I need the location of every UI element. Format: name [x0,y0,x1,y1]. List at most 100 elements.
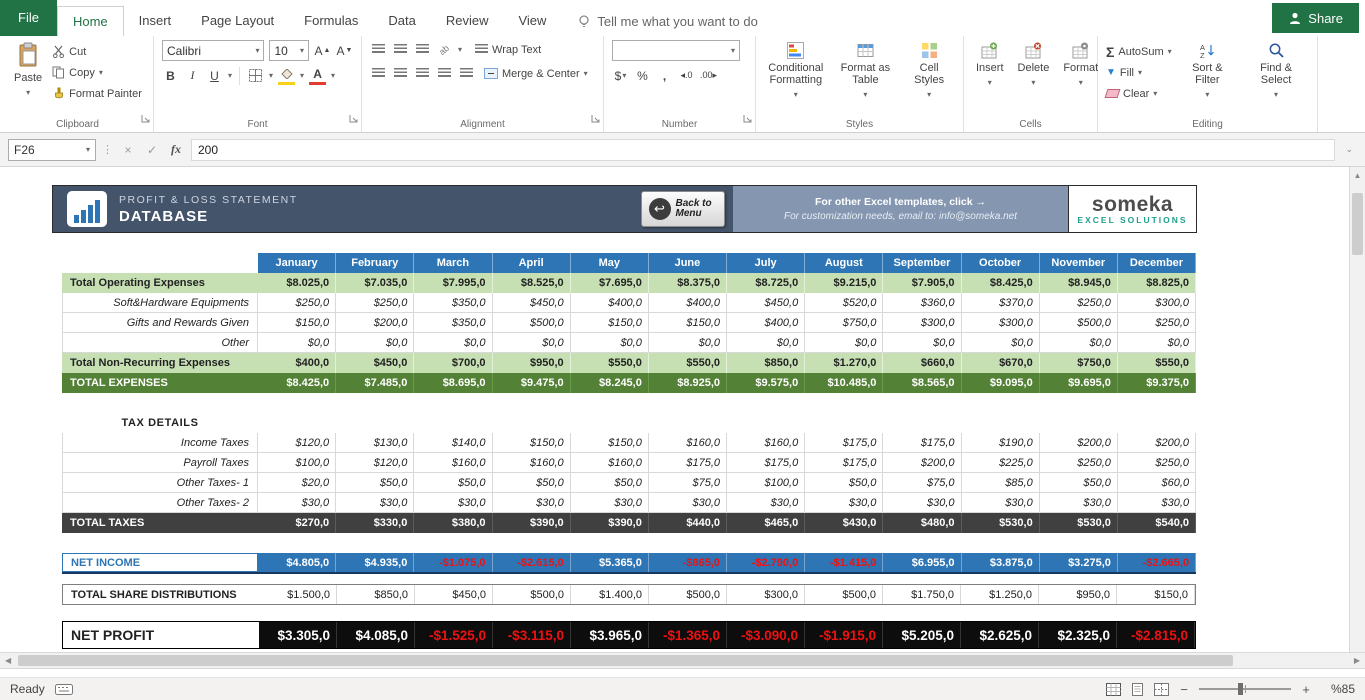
cell[interactable]: $300,0 [727,585,805,604]
cell[interactable]: $5.365,0 [570,553,649,572]
cell[interactable]: $120,0 [336,453,415,473]
cell[interactable]: $750,0 [1039,353,1118,373]
cell[interactable]: $50,0 [805,473,884,493]
cell[interactable]: $30,0 [336,493,415,513]
row-label[interactable]: Other [62,333,258,353]
cell[interactable]: -$2.615,0 [492,553,571,572]
cell[interactable]: $430,0 [805,513,884,533]
cell[interactable]: $0,0 [492,333,571,353]
cell[interactable]: $330,0 [336,513,415,533]
align-middle-button[interactable] [392,40,409,59]
cell[interactable]: $1.750,0 [883,585,961,604]
cell[interactable]: $8.245,0 [570,373,649,393]
cell[interactable]: $190,0 [961,433,1040,453]
cell[interactable]: $0,0 [570,333,649,353]
cell[interactable]: $8.425,0 [961,273,1040,293]
cell[interactable]: $480,0 [883,513,962,533]
clear-button[interactable]: Clear ▾ [1104,84,1172,103]
number-dialog-launcher[interactable] [743,110,752,128]
cell[interactable]: $660,0 [883,353,962,373]
cell[interactable]: $0,0 [1117,333,1197,353]
cell[interactable]: $9.475,0 [492,373,571,393]
cell[interactable]: $150,0 [492,433,571,453]
cell[interactable]: $390,0 [570,513,649,533]
cell[interactable]: $550,0 [570,353,649,373]
keyboard-icon[interactable] [54,683,73,695]
ribbon-tab-data[interactable]: Data [388,13,416,28]
paste-button[interactable]: Paste ▾ [10,40,46,101]
cell[interactable]: $670,0 [961,353,1040,373]
cell[interactable]: $30,0 [648,493,728,513]
ribbon-tab-formulas[interactable]: Formulas [304,13,359,28]
alignment-dialog-launcher[interactable] [591,110,600,128]
cell[interactable]: $30,0 [805,493,884,513]
cell[interactable]: -$2.790,0 [727,553,806,572]
cell[interactable]: $530,0 [961,513,1040,533]
cell[interactable]: $0,0 [1039,333,1118,353]
cell[interactable]: $0,0 [961,333,1040,353]
font-color-button[interactable]: A [309,66,327,85]
autosum-button[interactable]: Σ AutoSum ▾ [1106,42,1172,61]
merge-center-button[interactable]: Merge & Center ▾ [484,64,588,83]
cell[interactable]: $350,0 [414,293,493,313]
format-painter-button[interactable]: Format Painter [52,84,142,103]
cell[interactable]: $450,0 [727,293,806,313]
row-label[interactable]: Income Taxes [62,433,258,453]
cell[interactable]: $200,0 [1039,433,1118,453]
cell[interactable]: $0,0 [336,333,415,353]
insert-function-icon[interactable]: fx [171,142,181,156]
cell[interactable]: $50,0 [414,473,493,493]
cell[interactable]: $250,0 [1039,453,1118,473]
cell[interactable]: $8.425,0 [258,373,337,393]
ribbon-tab-home[interactable]: Home [56,6,124,36]
cell[interactable]: $30,0 [492,493,571,513]
expand-formula-bar-icon[interactable]: ⌄ [1345,144,1353,154]
cell[interactable]: $5.205,0 [883,622,961,648]
cell[interactable]: $8.375,0 [648,273,728,293]
cell[interactable]: $75,0 [648,473,728,493]
cut-button[interactable]: Cut [52,42,142,61]
cell[interactable]: $8.525,0 [492,273,571,293]
cell[interactable]: $9.215,0 [805,273,884,293]
horizontal-scrollbar[interactable]: ◀ ▶ [0,652,1365,669]
cell[interactable]: $7.035,0 [336,273,415,293]
cell[interactable]: $4.085,0 [337,622,415,648]
copy-button[interactable]: Copy ▾ [52,63,142,82]
cell[interactable]: $175,0 [805,433,884,453]
cell[interactable]: $4.805,0 [258,553,337,572]
cell[interactable]: $360,0 [883,293,962,313]
cell[interactable]: $130,0 [336,433,415,453]
cell[interactable]: $850,0 [727,353,806,373]
row-label[interactable]: TOTAL EXPENSES [62,373,258,393]
fill-button[interactable]: ▼ Fill ▾ [1106,63,1172,82]
cell[interactable]: $9.695,0 [1039,373,1118,393]
cell[interactable]: $0,0 [805,333,884,353]
cell[interactable]: $150,0 [1117,585,1195,604]
zoom-out-button[interactable]: − [1180,681,1188,697]
ribbon-tab-review[interactable]: Review [445,13,489,28]
increase-decimal-button[interactable]: ◂.0 [680,70,693,80]
increase-font-button[interactable]: A ▲ [314,43,331,58]
cell[interactable]: $200,0 [1117,433,1197,453]
cell[interactable]: $300,0 [883,313,962,333]
cell[interactable]: $3.965,0 [571,622,649,648]
cell[interactable]: -$1.365,0 [649,622,727,648]
cell[interactable]: $8.025,0 [258,273,337,293]
cell[interactable]: $50,0 [570,473,649,493]
underline-button[interactable]: U [210,68,219,83]
cell[interactable]: $160,0 [648,433,728,453]
cell[interactable]: $3.275,0 [1039,553,1118,572]
cell[interactable]: $250,0 [1039,293,1118,313]
cell[interactable]: -$3.090,0 [727,622,805,648]
row-label[interactable]: Payroll Taxes [62,453,258,473]
cell[interactable]: $400,0 [258,353,337,373]
cell[interactable]: $8.695,0 [414,373,493,393]
cell[interactable]: $250,0 [1117,313,1197,333]
page-break-view-icon[interactable] [1154,682,1169,696]
align-right-button[interactable] [414,64,431,83]
decrease-indent-button[interactable] [436,64,453,83]
cell[interactable]: $450,0 [415,585,493,604]
month-header-cell[interactable]: June [648,253,728,273]
number-format-select[interactable]: ▾ [612,40,740,61]
row-label[interactable]: NET INCOME [62,553,258,572]
